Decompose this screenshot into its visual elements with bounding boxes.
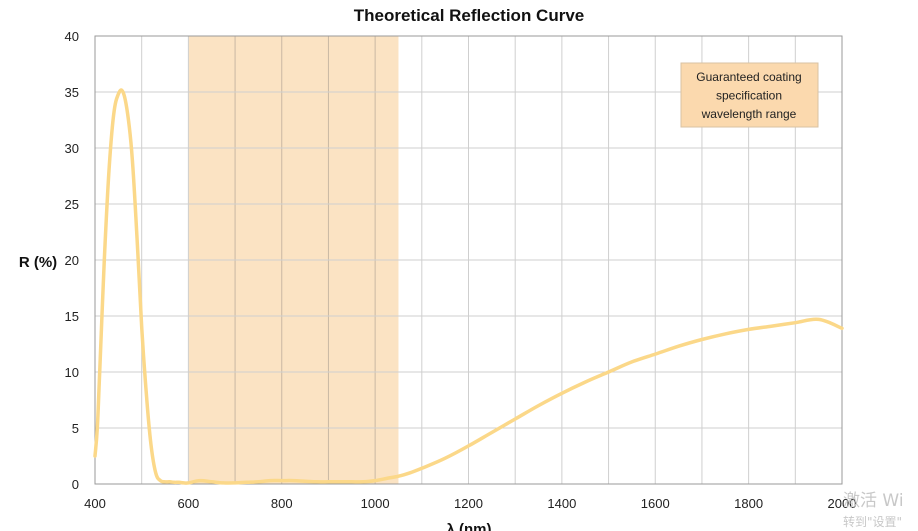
y-tick-label: 35 <box>65 85 79 100</box>
x-axis-label: λ (nm) <box>447 521 492 531</box>
annotation-line: wavelength range <box>701 107 797 121</box>
x-tick-label: 1000 <box>361 496 390 511</box>
band-annotation: Guaranteed coating specification wavelengt… <box>680 62 819 128</box>
y-tick-label: 10 <box>65 365 79 380</box>
grid <box>95 36 842 484</box>
y-tick-label: 40 <box>65 29 79 44</box>
x-tick-label: 400 <box>84 496 106 511</box>
y-axis-label: R (%) <box>19 254 57 271</box>
y-tick-label: 5 <box>72 421 79 436</box>
x-tick-label: 2000 <box>828 496 857 511</box>
plot-frame <box>94 35 843 485</box>
x-tick-label: 1800 <box>734 496 763 511</box>
x-tick-label: 1200 <box>454 496 483 511</box>
y-tick-label: 15 <box>65 309 79 324</box>
annotation-line: specification <box>716 89 782 103</box>
x-tick-label: 600 <box>178 496 200 511</box>
chart-title: Theoretical Reflection Curve <box>354 6 585 25</box>
y-tick-label: 25 <box>65 197 79 212</box>
x-tick-label: 1400 <box>547 496 576 511</box>
y-tick-label: 30 <box>65 141 79 156</box>
tick-labels: 0 5 10 15 20 25 30 35 40 400 600 800 1000 1200 1400 160… <box>65 29 857 511</box>
annotation-box <box>680 62 819 128</box>
watermark-line-1: 激活 Wi <box>843 491 904 511</box>
x-tick-label: 1600 <box>641 496 670 511</box>
series <box>93 88 844 485</box>
watermark-line-2: 转到"设置" <box>843 515 903 529</box>
annotation-line: Guaranteed coating <box>696 70 801 84</box>
reflection-series-line <box>93 88 844 485</box>
x-tick-label: 800 <box>271 496 293 511</box>
y-tick-label: 20 <box>65 253 79 268</box>
y-tick-label: 0 <box>72 477 79 492</box>
